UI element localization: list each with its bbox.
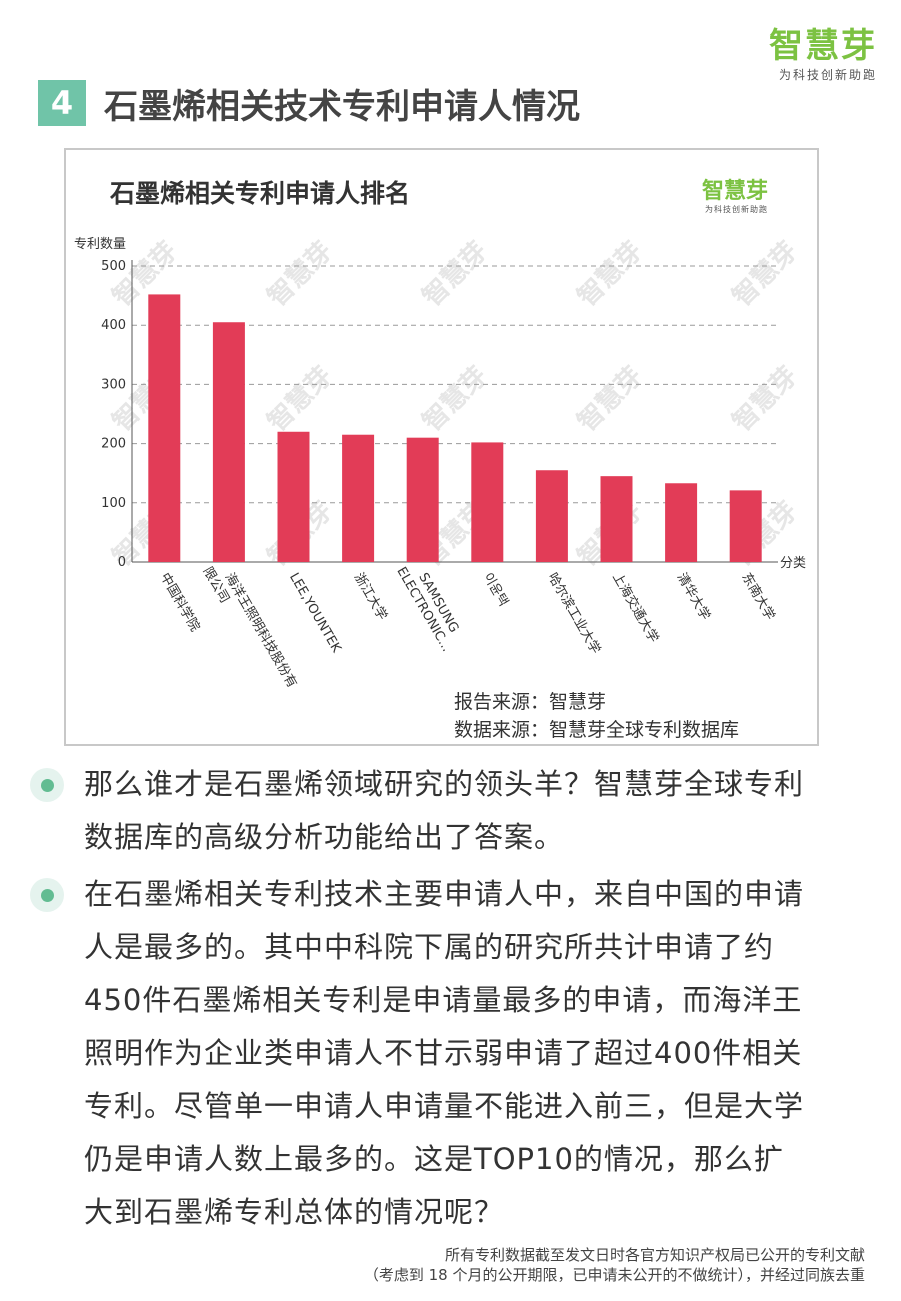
brand-tagline: 为科技创新助跑 — [778, 68, 877, 82]
watermark-text: 智慧芽 — [262, 236, 338, 312]
bar — [471, 442, 504, 562]
watermark-text: 智慧芽 — [572, 361, 648, 437]
watermark-text: 智慧芽 — [572, 236, 648, 312]
x-tick-label: 이윤택 — [480, 571, 511, 610]
x-tick-label-line: 이윤택 — [480, 571, 511, 610]
bullet-dot-icon — [30, 768, 64, 802]
footer-line-2: （考虑到 18 个月的公开期限，已申请未公开的不做统计），并经过同族去重 — [363, 1266, 865, 1284]
x-tick-label-line: 中国科学院 — [157, 570, 203, 634]
x-tick-label: LEE,YOUNTEK — [286, 571, 344, 656]
x-tick-label-line: 东南大学 — [738, 570, 778, 623]
brand-name: 智慧芽 — [769, 26, 877, 66]
x-tick-label: 上海交通大学 — [609, 570, 662, 646]
section-title: 石墨烯相关技术专利申请人情况 — [104, 86, 580, 127]
bullet-list: 那么谁才是石墨烯领域研究的领头羊？智慧芽全球专利 数据库的高级分析功能给出了答案… — [30, 758, 880, 1239]
chart-logo-name: 智慧芽 — [702, 178, 768, 204]
x-tick-label: 中国科学院 — [157, 570, 203, 634]
x-tick-label-line: 海洋王照明科技股份有 — [221, 571, 299, 691]
watermark-text: 智慧芽 — [262, 361, 338, 437]
bar — [729, 490, 762, 562]
y-tick-label: 100 — [101, 496, 126, 511]
footer-line-1: 所有专利数据截至发文日时各官方知识产权局已公开的专利文献 — [444, 1246, 865, 1264]
bar — [148, 294, 181, 562]
chart-source-text: 报告来源：智慧芽 — [454, 691, 606, 713]
x-tick-label: 清华大学 — [674, 570, 714, 623]
x-tick-label-line: 清华大学 — [674, 570, 714, 623]
chart-source-text: 数据来源：智慧芽全球专利数据库 — [454, 719, 739, 741]
bullet-item-1: 那么谁才是石墨烯领域研究的领头羊？智慧芽全球专利 数据库的高级分析功能给出了答案… — [30, 758, 880, 864]
bullet-dot-icon — [30, 878, 64, 912]
y-tick-label: 0 — [118, 555, 126, 570]
watermark-text: 智慧芽 — [727, 361, 803, 437]
watermark-text: 智慧芽 — [727, 236, 803, 312]
chart-title: 石墨烯相关专利申请人排名 — [109, 179, 410, 208]
y-tick-label: 300 — [101, 377, 126, 392]
y-tick-label: 500 — [101, 259, 126, 274]
y-tick-label: 200 — [101, 437, 126, 452]
bar — [342, 434, 375, 562]
x-tick-label-line: LEE,YOUNTEK — [286, 571, 344, 656]
bar — [665, 483, 698, 562]
bar — [406, 437, 439, 562]
x-tick-label: 哈尔滨工业大学 — [544, 570, 603, 657]
chart-logo-tagline: 为科技创新助跑 — [705, 204, 768, 214]
y-axis-label: 专利数量 — [74, 237, 126, 252]
x-tick-label: 东南大学 — [738, 570, 778, 623]
chart-container: 智慧芽智慧芽智慧芽智慧芽智慧芽智慧芽智慧芽智慧芽智慧芽智慧芽智慧芽智慧芽智慧芽智… — [64, 148, 819, 746]
bar — [535, 470, 568, 562]
brand-logo: 智慧芽 为科技创新助跑 — [769, 28, 877, 83]
x-axis-label: 分类 — [780, 556, 806, 571]
bar — [212, 322, 245, 562]
x-tick-label: SAMSUNGELECTRONIC... — [393, 557, 467, 655]
y-tick-label: 400 — [101, 318, 126, 333]
x-tick-label-line: 哈尔滨工业大学 — [544, 570, 603, 657]
x-tick-label: 浙江大学 — [351, 570, 391, 623]
x-tick-label-line: 浙江大学 — [351, 570, 391, 623]
section-number: 4 — [38, 80, 86, 126]
footer-note: 所有专利数据截至发文日时各官方知识产权局已公开的专利文献 （考虑到 18 个月的… — [364, 1245, 865, 1285]
bullet-text: 在石墨烯相关专利技术主要申请人中，来自中国的申请 人是最多的。其中中科院下属的研… — [84, 877, 805, 1229]
watermark-text: 智慧芽 — [417, 236, 493, 312]
bar — [600, 476, 633, 562]
x-tick-label-line: 上海交通大学 — [609, 570, 662, 646]
watermark-text: 智慧芽 — [417, 361, 493, 437]
x-tick-label: 海洋王照明科技股份有限公司 — [200, 557, 300, 699]
applicant-ranking-chart: 智慧芽智慧芽智慧芽智慧芽智慧芽智慧芽智慧芽智慧芽智慧芽智慧芽智慧芽智慧芽智慧芽智… — [74, 178, 806, 741]
bar — [277, 431, 310, 562]
bullet-text: 那么谁才是石墨烯领域研究的领头羊？智慧芽全球专利 数据库的高级分析功能给出了答案… — [84, 767, 805, 854]
bullet-item-2: 在石墨烯相关专利技术主要申请人中，来自中国的申请 人是最多的。其中中科院下属的研… — [30, 868, 880, 1239]
